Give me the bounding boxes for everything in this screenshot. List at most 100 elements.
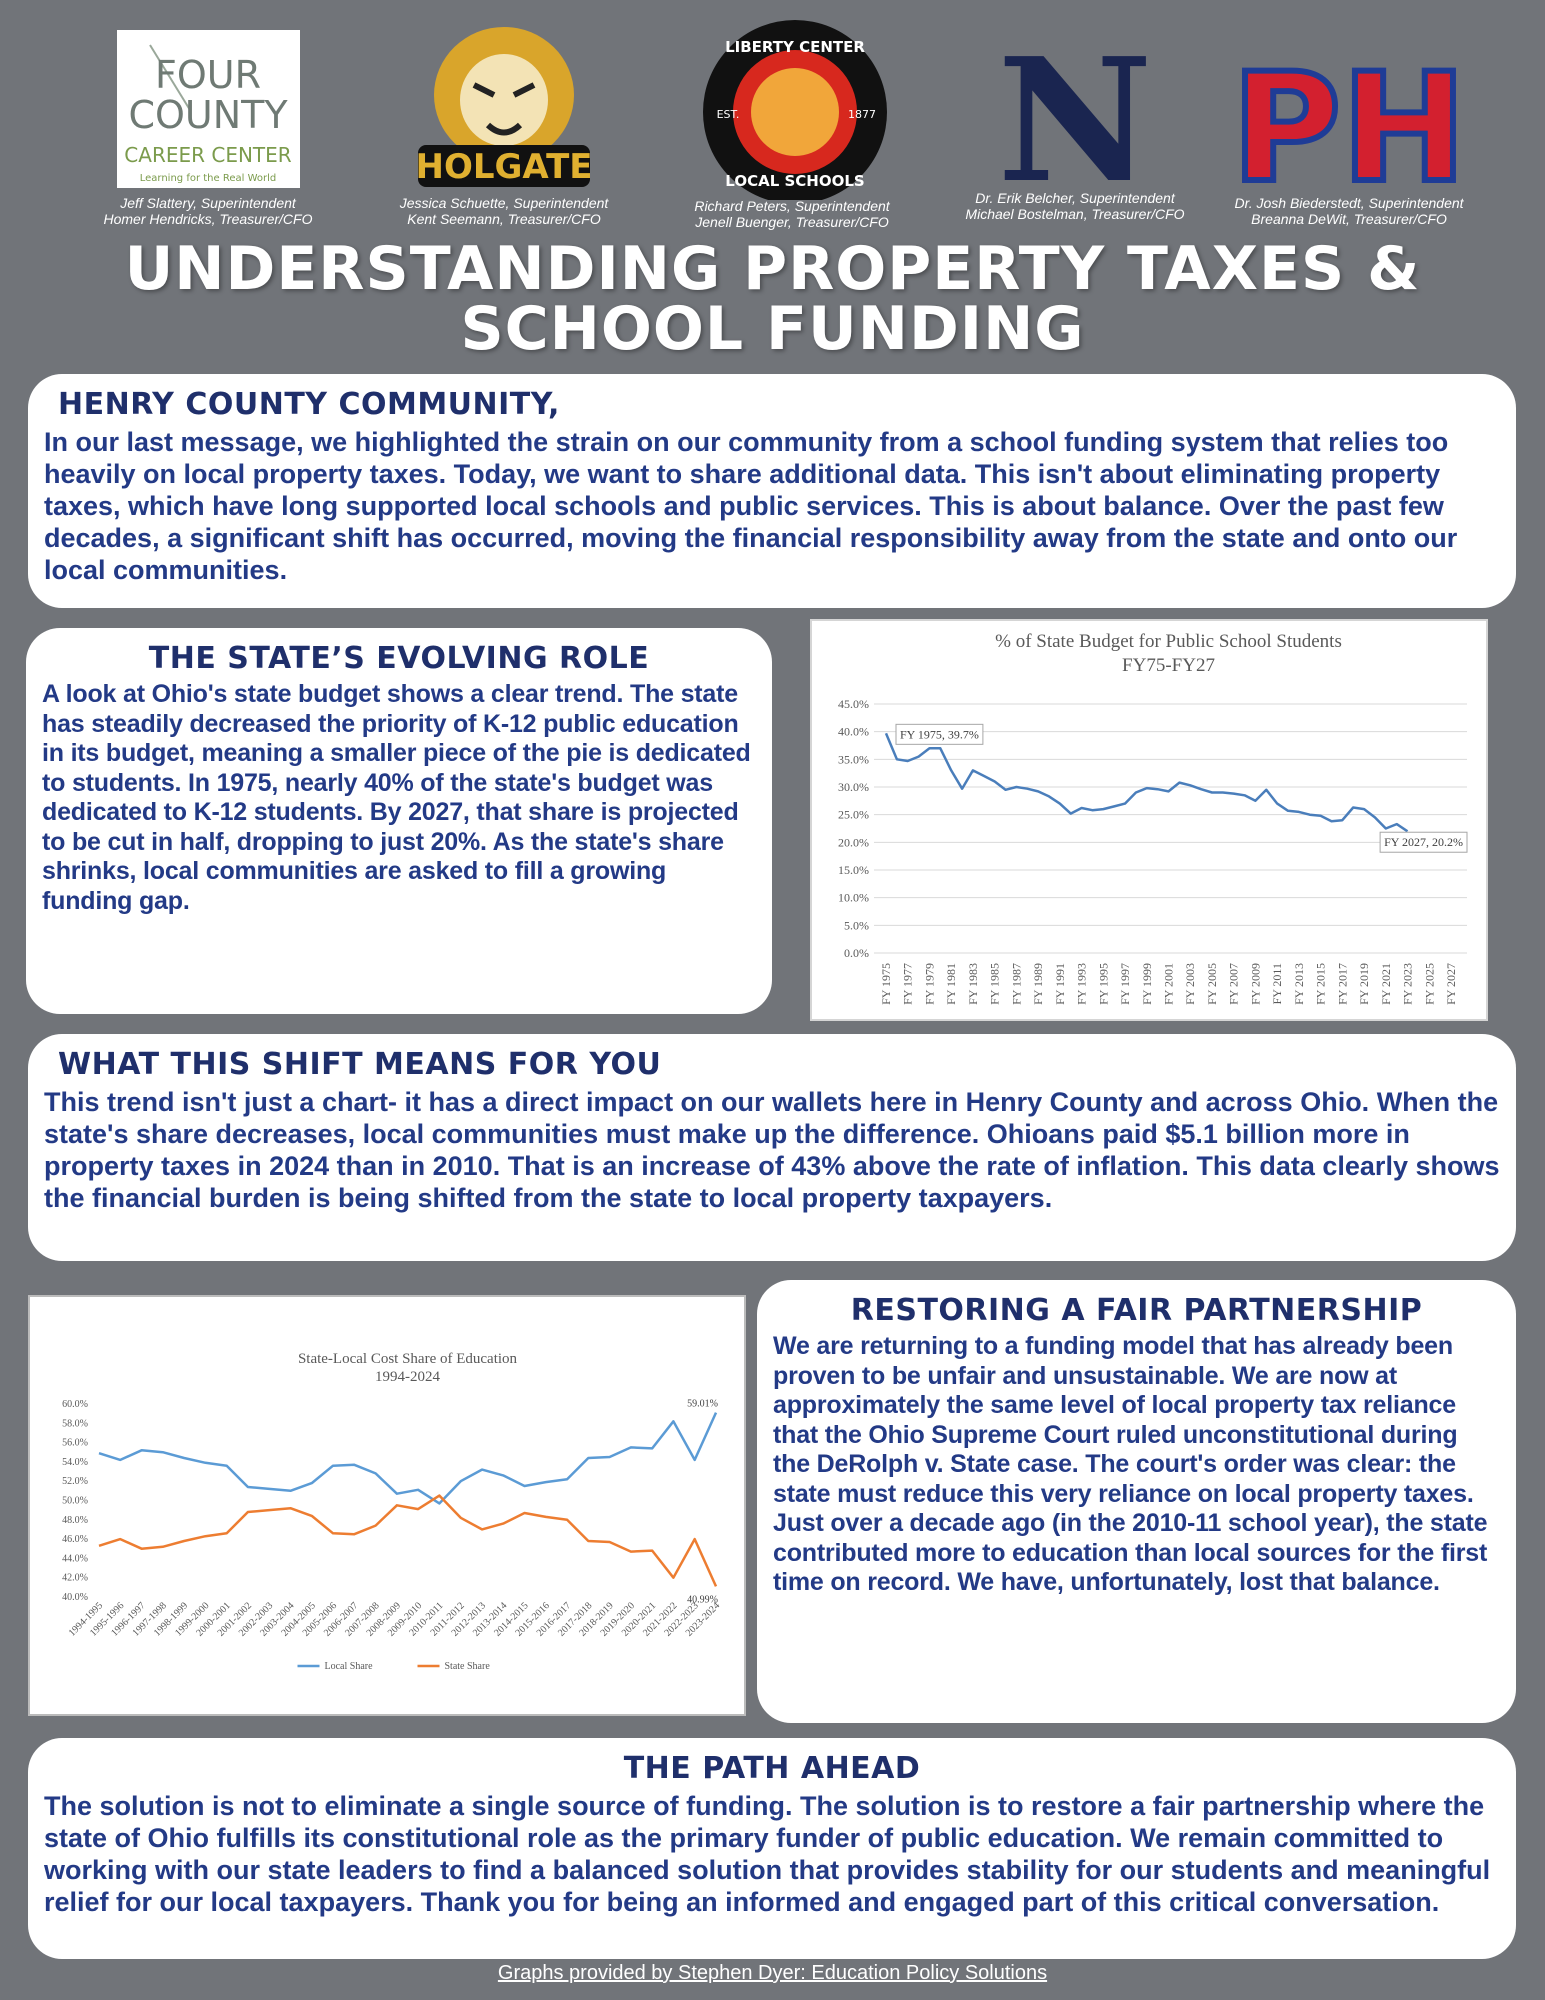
section-body: A look at Ohio's state budget shows a cl… (42, 680, 751, 915)
logo-banner (418, 145, 590, 187)
logo-n: N (997, 21, 1152, 200)
y-tick-label: 58.0% (62, 1418, 88, 1429)
leader: Dr. Erik Belcher, Superintendent (975, 190, 1175, 206)
x-tick-label: FY 2009 (1248, 963, 1262, 1005)
legend-label: Local Share (325, 1661, 374, 1672)
data-label: FY 2027, 20.2% (1384, 835, 1463, 849)
leader: Jessica Schuette, Superintendent (399, 195, 609, 211)
x-tick-label: FY 1993 (1075, 963, 1089, 1005)
leader: Homer Hendricks, Treasurer/CFO (103, 211, 313, 227)
y-tick-label: 15.0% (838, 863, 869, 877)
section-body: In our last message, we highlighted the … (44, 427, 1458, 585)
x-tick-label: FY 2025 (1422, 963, 1436, 1005)
leader: Jenell Buenger, Treasurer/CFO (695, 214, 889, 230)
logo-text: LIBERTY CENTER (725, 38, 865, 56)
data-label: 40.99% (687, 1594, 718, 1605)
leader-caption: Dr. Erik Belcher, Superintendent Michael … (945, 190, 1205, 222)
y-tick-label: 45.0% (838, 697, 869, 711)
page-title: UNDERSTANDING PROPERTY TAXES & (124, 234, 1421, 304)
section: RESTORING A FAIR PARTNERSHIP We are retu… (757, 1280, 1516, 1723)
logo-text: LOCAL SCHOOLS (725, 172, 864, 190)
chart-subtitle: 1994-2024 (375, 1369, 440, 1385)
section-heading: THE STATE’S EVOLVING ROLE (148, 641, 650, 676)
logo-text: HOLGATE (415, 147, 592, 187)
data-line (98, 1412, 718, 1505)
y-tick-label: 20.0% (838, 835, 869, 849)
section: THE PATH AHEAD The solution is not to el… (28, 1738, 1516, 1959)
x-tick-label: FY 2019 (1357, 963, 1371, 1005)
x-tick-label: FY 1997 (1118, 963, 1132, 1005)
chart-frame: % of State Budget for Public School Stud… (810, 619, 1488, 1021)
y-tick-label: 60.0% (62, 1399, 88, 1410)
y-tick-label: 40.0% (62, 1592, 88, 1603)
x-tick-label: FY 2007 (1227, 963, 1241, 1005)
chart: % of State Budget for Public School Stud… (838, 631, 1468, 1005)
y-tick-label: 52.0% (62, 1476, 88, 1487)
y-tick-label: 48.0% (62, 1515, 88, 1526)
logo-tiger (751, 68, 839, 156)
y-tick-label: 35.0% (838, 752, 869, 766)
section: THE STATE’S EVOLVING ROLE A look at Ohio… (26, 628, 772, 1014)
y-tick-label: 56.0% (62, 1438, 88, 1449)
x-tick-label: FY 1979 (922, 963, 936, 1005)
logo-text: COUNTY (128, 93, 288, 137)
x-tick-label: FY 1985 (988, 963, 1002, 1005)
x-tick-label: FY 2027 (1444, 963, 1458, 1005)
logo-text: FOUR (155, 53, 261, 97)
logo-bg (117, 30, 300, 188)
x-tick-label: FY 1983 (966, 963, 980, 1005)
x-tick-label: FY 1977 (901, 963, 915, 1005)
logo-stroke (149, 44, 191, 111)
chart: State-Local Cost Share of Education 1994-… (62, 1351, 722, 1672)
y-tick-label: 0.0% (844, 946, 869, 960)
section-heading: THE PATH AHEAD (623, 1751, 921, 1786)
legend-label: State Share (445, 1661, 491, 1672)
logo-text: CAREER CENTER (124, 143, 291, 167)
logo-tiger-lines (472, 82, 536, 136)
x-tick-label: FY 2005 (1205, 963, 1219, 1005)
leader-caption: Richard Peters, Superintendent Jenell Bue… (662, 198, 922, 230)
x-tick-label: FY 2003 (1183, 963, 1197, 1005)
leader: Jeff Slattery, Superintendent (120, 195, 296, 211)
chart-title: % of State Budget for Public School Stud… (995, 631, 1342, 652)
page-title: SCHOOL FUNDING (460, 294, 1085, 364)
chart-subtitle: FY75-FY27 (1122, 655, 1215, 676)
logo-four-county: FOUR COUNTY CAREER CENTER Learning for t… (117, 30, 300, 188)
leader-caption: Jeff Slattery, Superintendent Homer Hendr… (78, 195, 338, 227)
x-tick-label: FY 1995 (1096, 963, 1110, 1005)
x-tick-label: FY 2021 (1379, 963, 1393, 1005)
logo-text: 1877 (848, 108, 876, 121)
section-body: We are returning to a funding model that… (773, 1332, 1488, 1596)
leader-caption: Jessica Schuette, Superintendent Kent See… (374, 195, 634, 227)
leader: Dr. Josh Biederstedt, Superintendent (1234, 195, 1464, 211)
y-tick-label: 42.0% (62, 1573, 88, 1584)
x-tick-label: FY 1989 (1031, 963, 1045, 1005)
section: WHAT THIS SHIFT MEANS FOR YOU This trend… (28, 1034, 1516, 1261)
data-label: FY 1975, 39.7% (900, 727, 979, 741)
y-tick-label: 44.0% (62, 1553, 88, 1564)
y-tick-label: 54.0% (62, 1457, 88, 1468)
y-tick-label: 46.0% (62, 1534, 88, 1545)
leader: Richard Peters, Superintendent (694, 198, 890, 214)
data-label-box (895, 723, 984, 745)
x-tick-label: FY 2011 (1270, 963, 1284, 1004)
y-tick-label: 5.0% (844, 918, 869, 932)
x-tick-label: FY 1981 (944, 963, 958, 1005)
leader: Kent Seemann, Treasurer/CFO (407, 211, 601, 227)
logo-ph: PH (1228, 39, 1469, 200)
y-tick-label: 50.0% (62, 1496, 88, 1507)
logo-strip: FOUR COUNTY CAREER CENTER Learning for t… (117, 20, 1470, 200)
leader: Breanna DeWit, Treasurer/CFO (1251, 211, 1447, 227)
logo-tiger-face (460, 54, 548, 146)
section-heading: RESTORING A FAIR PARTNERSHIP (850, 1293, 1423, 1328)
x-tick-label: FY 2017 (1335, 963, 1349, 1005)
data-label: 59.01% (687, 1399, 718, 1410)
x-tick-label: FY 2001 (1162, 963, 1176, 1005)
x-tick-label: FY 1991 (1053, 963, 1067, 1005)
leader-caption: Dr. Josh Biederstedt, Superintendent Brea… (1219, 195, 1479, 227)
data-line (98, 1494, 718, 1587)
x-tick-label: FY 2023 (1401, 963, 1415, 1005)
chart-frame: State-Local Cost Share of Education 1994-… (28, 1295, 746, 1716)
section-heading: HENRY COUNTY COMMUNITY, (58, 387, 560, 422)
